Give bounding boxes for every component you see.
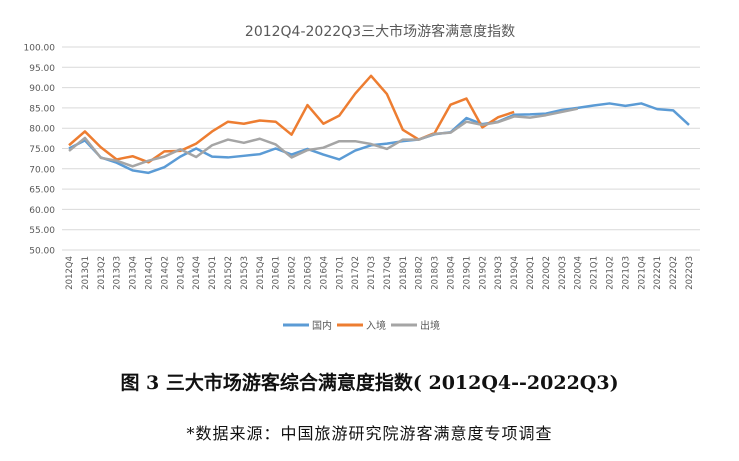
y-tick-label: 80.00 <box>29 125 55 135</box>
x-tick-label: 2021Q1 <box>590 256 600 290</box>
x-tick-label: 2021Q2 <box>606 256 616 290</box>
y-tick-label: 85.00 <box>29 104 55 114</box>
x-tick-label: 2014Q2 <box>160 256 170 290</box>
data-source-note: *数据来源：中国旅游研究院游客满意度专项调查 <box>186 424 553 443</box>
x-tick-label: 2018Q4 <box>447 256 457 290</box>
x-tick-label: 2013Q4 <box>129 256 139 290</box>
x-tick-label: 2015Q2 <box>224 256 234 290</box>
series-line-入境 <box>68 74 515 164</box>
x-tick-label: 2020Q3 <box>558 256 568 290</box>
x-tick-label: 2022Q2 <box>669 256 679 290</box>
x-tick-label: 2019Q2 <box>478 256 488 290</box>
x-tick-label: 2022Q1 <box>653 256 663 290</box>
x-tick-label: 2013Q3 <box>113 256 123 290</box>
series-line-出境 <box>68 107 578 168</box>
x-tick-label: 2015Q3 <box>240 256 250 290</box>
x-tick-label: 2022Q3 <box>685 256 695 290</box>
x-tick-label: 2019Q1 <box>462 256 472 290</box>
y-tick-label: 60.00 <box>29 206 55 216</box>
x-tick-label: 2018Q2 <box>415 256 425 290</box>
legend-label: 出境 <box>420 319 440 332</box>
x-tick-label: 2017Q3 <box>367 256 377 290</box>
y-tick-label: 95.00 <box>29 64 55 74</box>
x-tick-label: 2015Q4 <box>256 256 266 290</box>
x-tick-label: 2016Q3 <box>303 256 313 290</box>
x-tick-label: 2018Q1 <box>399 256 409 290</box>
x-tick-label: 2017Q2 <box>351 256 361 290</box>
x-tick-label: 2016Q1 <box>272 256 282 290</box>
x-tick-label: 2021Q4 <box>637 256 647 290</box>
y-tick-label: 90.00 <box>29 84 55 94</box>
chart-title: 2012Q4-2022Q3三大市场游客满意度指数 <box>245 23 515 40</box>
x-tick-label: 2017Q4 <box>383 256 393 290</box>
y-tick-label: 75.00 <box>29 145 55 155</box>
x-tick-label: 2015Q1 <box>208 256 218 290</box>
y-tick-label: 70.00 <box>29 165 55 175</box>
x-tick-label: 2016Q2 <box>288 256 298 290</box>
y-tick-label: 50.00 <box>29 247 55 257</box>
x-tick-label: 2020Q1 <box>526 256 536 290</box>
x-tick-label: 2019Q4 <box>510 256 520 290</box>
y-tick-label: 65.00 <box>29 186 55 196</box>
x-tick-label: 2016Q4 <box>319 256 329 290</box>
y-tick-label: 100.00 <box>24 44 56 54</box>
x-tick-label: 2013Q1 <box>81 256 91 290</box>
legend-label: 入境 <box>366 319 386 332</box>
x-tick-label: 2017Q1 <box>335 256 345 290</box>
x-tick-label: 2019Q3 <box>494 256 504 290</box>
x-tick-label: 2018Q3 <box>431 256 441 290</box>
x-tick-label: 2020Q2 <box>542 256 552 290</box>
x-tick-label: 2014Q4 <box>192 256 202 290</box>
x-tick-label: 2021Q3 <box>621 256 631 290</box>
series-line-国内 <box>68 102 690 175</box>
x-tick-label: 2013Q2 <box>97 256 107 290</box>
x-tick-label: 2014Q1 <box>144 256 154 290</box>
line-chart: 2012Q4-2022Q3三大市场游客满意度指数 50.00 55.00 60.00… <box>24 23 700 332</box>
y-tick-label: 55.00 <box>29 226 55 236</box>
x-tick-label: 2020Q4 <box>574 256 584 290</box>
x-tick-label: 2014Q3 <box>176 256 186 290</box>
x-tick-label: 2012Q4 <box>65 256 75 290</box>
figure-caption: 图 3 三大市场游客综合满意度指数( 2012Q4--2022Q3) <box>120 372 619 394</box>
legend-label: 国内 <box>312 319 332 332</box>
